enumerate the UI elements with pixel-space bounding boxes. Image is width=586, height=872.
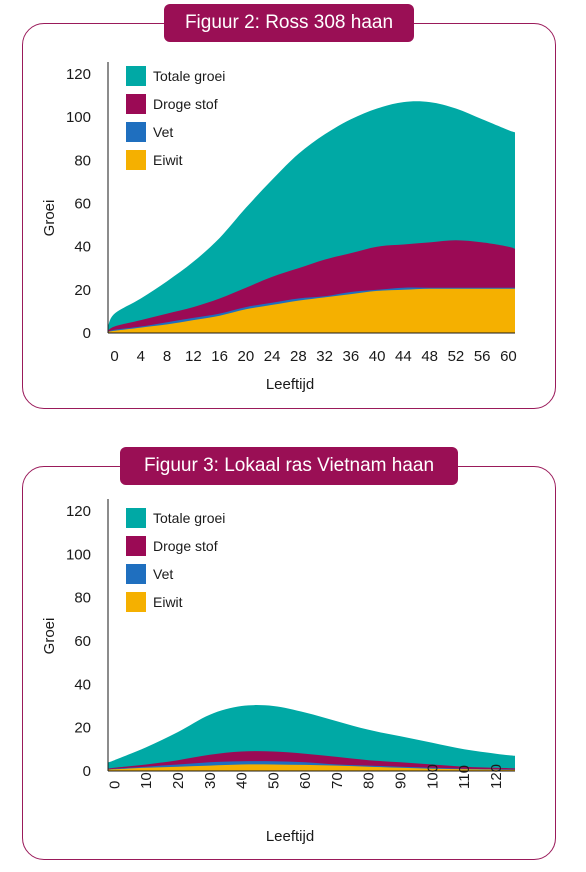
ross-x-tick-label: 44: [395, 348, 412, 365]
ross-y-tick-label: 40: [74, 239, 91, 256]
ross-x-tick-label: 16: [211, 348, 228, 365]
lokaal-y-tick-label: 40: [74, 676, 91, 693]
lokaal-legend-label-eiwit: Eiwit: [153, 594, 183, 610]
lokaal-area-eiwit: [108, 764, 515, 771]
lokaal-x-axis-label: Leeftijd: [266, 828, 314, 845]
ross-legend-swatch-eiwit: [126, 150, 146, 170]
ross-x-tick-label: 28: [290, 348, 307, 365]
lokaal-x-tick-label: 20: [170, 772, 187, 789]
ross-y-tick-label: 20: [74, 282, 91, 299]
lokaal-y-tick-label: 60: [74, 633, 91, 650]
ross-x-tick-label: 36: [343, 348, 360, 365]
lokaal-x-tick-label: 70: [329, 772, 346, 789]
ross-legend-label-droge-stof: Droge stof: [153, 96, 218, 112]
ross-x-tick-label: 0: [110, 348, 118, 365]
lokaal-legend-label-vet: Vet: [153, 566, 173, 582]
ross-legend-label-totale-groei: Totale groei: [153, 68, 225, 84]
lokaal-x-tick-label: 100: [424, 764, 441, 789]
ross-x-tick-label: 48: [421, 348, 438, 365]
ross-area-eiwit: [108, 288, 515, 333]
lokaal-legend-label-droge-stof: Droge stof: [153, 538, 218, 554]
lokaal-y-axis-label: Groei: [41, 618, 58, 655]
ross-x-tick-label: 60: [500, 348, 517, 365]
lokaal-y-tick-label: 120: [66, 503, 91, 520]
ross-y-tick-label: 0: [83, 325, 91, 342]
chart-title-lokaal-ras: Figuur 3: Lokaal ras Vietnam haan: [120, 447, 458, 485]
lokaal-x-tick-label: 60: [297, 772, 314, 789]
ross-legend-swatch-droge-stof: [126, 94, 146, 114]
lokaal-y-tick-label: 0: [83, 763, 91, 780]
chart-title-ross-308: Figuur 2: Ross 308 haan: [164, 4, 414, 42]
lokaal-legend-swatch-vet: [126, 564, 146, 584]
lokaal-x-tick-label: 10: [138, 772, 155, 789]
lokaal-x-tick-label: 0: [106, 781, 123, 789]
ross-x-tick-label: 32: [316, 348, 333, 365]
ross-y-tick-label: 120: [66, 66, 91, 83]
ross-x-tick-label: 20: [238, 348, 255, 365]
lokaal-x-tick-label: 80: [361, 772, 378, 789]
ross-x-axis-label: Leeftijd: [266, 376, 314, 393]
ross-x-tick-label: 4: [137, 348, 145, 365]
ross-y-tick-label: 60: [74, 196, 91, 213]
ross-x-tick-label: 56: [474, 348, 491, 365]
lokaal-x-tick-label: 120: [488, 764, 505, 789]
ross-y-tick-label: 80: [74, 152, 91, 169]
lokaal-legend-swatch-totale-groei: [126, 508, 146, 528]
lokaal-y-tick-label: 80: [74, 590, 91, 607]
ross-legend-label-vet: Vet: [153, 124, 173, 140]
lokaal-x-tick-label: 110: [456, 765, 473, 789]
lokaal-y-tick-label: 100: [66, 546, 91, 563]
ross-y-tick-label: 100: [66, 109, 91, 126]
ross-x-tick-label: 12: [185, 348, 202, 365]
lokaal-y-tick-label: 20: [74, 720, 91, 737]
ross-legend-label-eiwit: Eiwit: [153, 152, 183, 168]
ross-legend-swatch-totale-groei: [126, 66, 146, 86]
ross-y-axis-label: Groei: [41, 200, 58, 237]
lokaal-area-totale-groei: [108, 705, 515, 771]
lokaal-x-tick-label: 90: [393, 772, 410, 789]
lokaal-legend-label-totale-groei: Totale groei: [153, 510, 225, 526]
ross-x-tick-label: 8: [163, 348, 171, 365]
ross-x-tick-label: 24: [264, 348, 281, 365]
chart-lokaal-ras: 0 20 40 60 80 100 120 0 10 20 30 40 50 60 70 80 90 100 110…: [41, 499, 515, 845]
lokaal-legend-swatch-droge-stof: [126, 536, 146, 556]
lokaal-x-tick-label: 30: [202, 772, 219, 789]
lokaal-legend-swatch-eiwit: [126, 592, 146, 612]
lokaal-x-tick-label: 40: [234, 772, 251, 789]
ross-legend-swatch-vet: [126, 122, 146, 142]
ross-x-tick-label: 40: [369, 348, 386, 365]
lokaal-x-tick-label: 50: [265, 772, 282, 789]
ross-x-tick-label: 52: [448, 348, 465, 365]
